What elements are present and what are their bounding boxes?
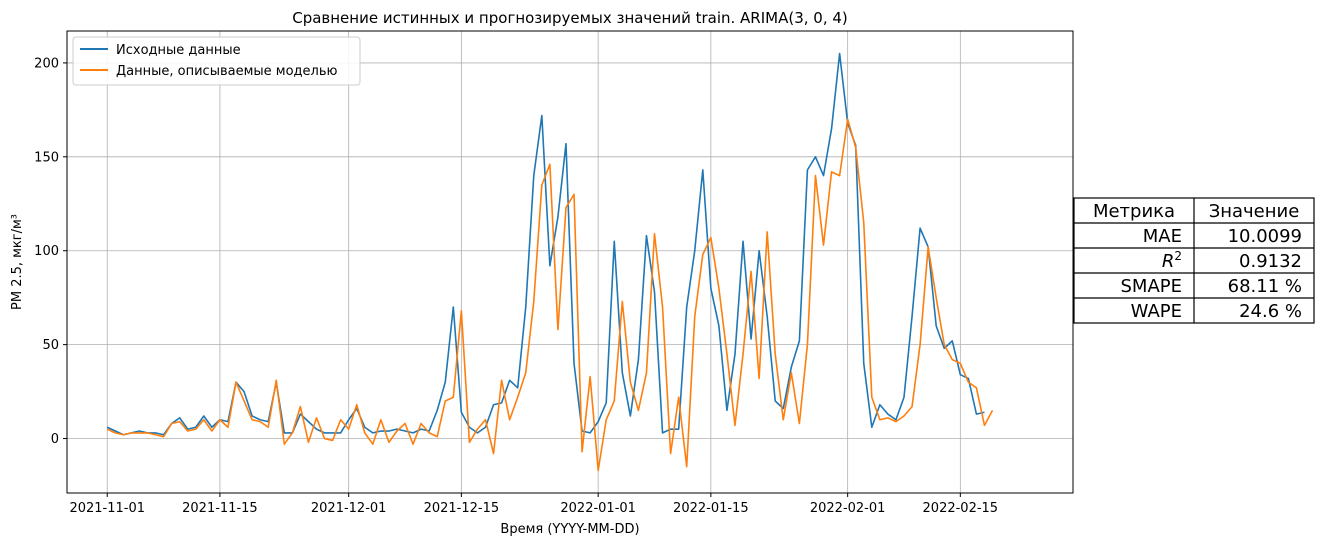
- table-header-metric: Метрика: [1093, 201, 1175, 222]
- x-axis-label: Время (YYYY-MM-DD): [500, 522, 639, 537]
- y-tick-label: 100: [34, 244, 59, 259]
- table-cell-value-r2: 0.9132: [1239, 251, 1302, 272]
- metrics-table: Метрика Значение MAE 10.0099 R2 0.9132 S…: [1073, 197, 1315, 324]
- x-tick-label: 2021-11-15: [182, 501, 258, 516]
- table-cell-value-wape: 24.6 %: [1239, 301, 1302, 322]
- table-cell-value-smape: 68.11 %: [1228, 276, 1302, 297]
- series-line-model: [106, 118, 994, 472]
- x-tick-label: 2021-12-15: [424, 501, 500, 516]
- series-line-original: [106, 52, 985, 436]
- plot-frame: [66, 30, 1074, 494]
- y-axis-ticks: 0 50 100 150 200: [34, 56, 67, 447]
- x-tick-label: 2022-01-15: [673, 501, 749, 516]
- grid-lines: [67, 31, 1073, 493]
- x-axis-ticks: 2021-11-01 2021-11-15 2021-12-01 2021-12-15…: [69, 493, 998, 516]
- legend-box: [72, 36, 361, 86]
- r2-superscript: 2: [1174, 249, 1182, 263]
- table-cell-value-mae: 10.0099: [1228, 226, 1302, 247]
- x-tick-label: 2022-01-01: [560, 501, 636, 516]
- y-tick-label: 200: [34, 56, 59, 71]
- series-lines: [106, 52, 994, 472]
- table-cell-metric-wape: WAPE: [1131, 301, 1182, 322]
- x-tick-label: 2021-11-01: [69, 501, 145, 516]
- table-cell-metric-mae: MAE: [1143, 226, 1182, 247]
- y-tick-label: 0: [51, 432, 59, 447]
- y-tick-label: 50: [42, 338, 59, 353]
- table-cell-metric-smape: SMAPE: [1121, 276, 1183, 297]
- x-tick-label: 2022-02-01: [810, 501, 886, 516]
- table-header-value: Значение: [1209, 201, 1300, 222]
- legend-label-original: Исходные данные: [116, 43, 241, 58]
- x-tick-label: 2022-02-15: [923, 501, 999, 516]
- chart-title: Сравнение истинных и прогнозируемых знач…: [292, 9, 848, 27]
- x-tick-label: 2021-12-01: [311, 501, 387, 516]
- y-tick-label: 150: [34, 150, 59, 165]
- legend-label-model: Данные, описываемые моделью: [116, 64, 338, 79]
- legend: Исходные данные Данные, описываемые моде…: [72, 36, 361, 86]
- y-axis-label: PM 2.5, мкг/м³: [10, 214, 25, 310]
